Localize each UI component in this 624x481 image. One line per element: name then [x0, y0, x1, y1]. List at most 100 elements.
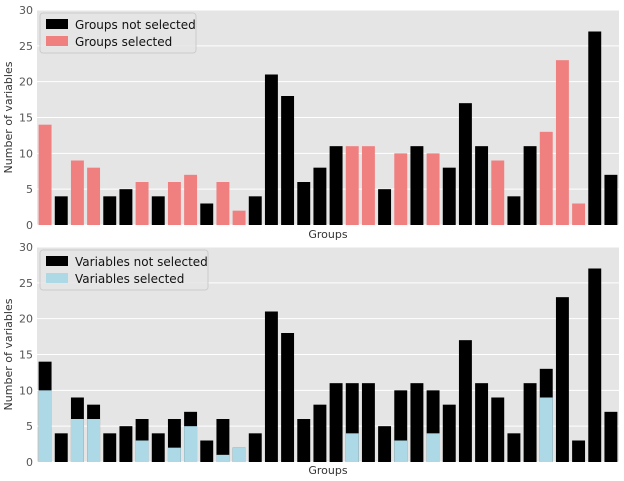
- bar-not-selected: [572, 440, 586, 462]
- y-axis-label: Number of variables: [2, 298, 15, 410]
- bar-group-not-selected: [507, 196, 521, 225]
- bar-not-selected: [458, 340, 472, 462]
- bar-group-selected: [167, 182, 181, 225]
- y-tick-label: 25: [19, 277, 33, 290]
- bar-group-selected: [572, 203, 586, 225]
- bar-not-selected: [297, 419, 311, 462]
- bar-selected: [539, 397, 553, 462]
- bar-not-selected: [264, 311, 278, 462]
- bar-group-not-selected: [264, 74, 278, 225]
- bar-group-selected: [361, 146, 375, 225]
- bar-group-selected: [87, 167, 101, 225]
- bar-not-selected: [103, 433, 117, 462]
- y-tick-label: 15: [19, 112, 33, 125]
- legend-box: [39, 249, 209, 291]
- bar-group-selected: [345, 146, 359, 225]
- bar-group-not-selected: [248, 196, 262, 225]
- y-tick-label: 5: [26, 183, 33, 196]
- bar-group-selected: [184, 174, 198, 225]
- bar-group-selected: [394, 153, 408, 225]
- bar-group-not-selected: [151, 196, 165, 225]
- y-tick-label: 30: [19, 241, 33, 254]
- bar-not-selected: [361, 383, 375, 462]
- legend-box: [39, 12, 197, 54]
- bar-not-selected: [216, 419, 230, 462]
- bar-not-selected: [151, 433, 165, 462]
- bar-group-selected: [38, 124, 52, 225]
- bar-not-selected: [442, 404, 456, 462]
- bar-group-selected: [216, 182, 230, 225]
- y-tick-label: 25: [19, 40, 33, 53]
- bar-group-selected: [491, 160, 505, 225]
- legend-label: Variables not selected: [75, 255, 208, 269]
- bar-group-not-selected: [297, 182, 311, 225]
- bar-group-not-selected: [103, 196, 117, 225]
- bar-selected: [426, 433, 440, 462]
- bar-not-selected: [523, 383, 537, 462]
- bar-not-selected: [313, 404, 327, 462]
- bar-not-selected: [555, 297, 569, 462]
- bar-selected: [70, 419, 84, 462]
- x-axis-label: Groups: [308, 464, 347, 477]
- variables-chart: 0 5 10 15 20 25 30 Groups Number of variables Var…: [2, 241, 619, 477]
- bar-selected: [345, 433, 359, 462]
- bar-selected: [232, 447, 246, 462]
- y-tick-label: 15: [19, 349, 33, 362]
- bar-group-selected: [555, 60, 569, 225]
- bar-not-selected: [410, 383, 424, 462]
- bar-selected: [394, 440, 408, 462]
- bar-group-selected: [426, 153, 440, 225]
- bar-not-selected: [475, 383, 489, 462]
- bar-group-not-selected: [281, 96, 295, 225]
- bar-group-not-selected: [54, 196, 68, 225]
- y-tick-label: 20: [19, 76, 33, 89]
- bar-not-selected: [491, 397, 505, 462]
- bar-not-selected: [378, 426, 392, 462]
- bar-group-not-selected: [313, 167, 327, 225]
- y-tick-label: 10: [19, 384, 33, 397]
- y-axis-label: Number of variables: [2, 61, 15, 173]
- y-tick-label: 5: [26, 420, 33, 433]
- groups-chart: 0 5 10 15 20 25 30 Groups Number of variables Gro…: [2, 4, 619, 241]
- y-tick-label: 10: [19, 147, 33, 160]
- legend-swatch: [46, 19, 68, 29]
- legend: Groups not selected Groups selected: [39, 12, 197, 54]
- bar-not-selected: [329, 383, 343, 462]
- legend-label: Variables selected: [75, 272, 184, 286]
- bar-group-not-selected: [410, 146, 424, 225]
- x-axis-label: Groups: [308, 228, 347, 241]
- bar-selected: [38, 390, 52, 462]
- bar-not-selected: [281, 333, 295, 462]
- bar-group-selected: [135, 182, 149, 225]
- bar-group-not-selected: [378, 189, 392, 225]
- legend-swatch: [46, 36, 68, 46]
- bar-group-not-selected: [604, 174, 618, 225]
- legend-label: Groups not selected: [75, 18, 196, 32]
- legend-label: Groups selected: [75, 35, 172, 49]
- bar-selected: [135, 440, 149, 462]
- y-tick-label: 20: [19, 313, 33, 326]
- bar-group-not-selected: [588, 31, 602, 225]
- y-tick-label: 0: [26, 456, 33, 469]
- bar-group-selected: [70, 160, 84, 225]
- bar-not-selected: [588, 268, 602, 462]
- legend-swatch: [46, 256, 68, 266]
- bar-not-selected: [119, 426, 133, 462]
- bar-selected: [216, 454, 230, 462]
- bar-group-not-selected: [329, 146, 343, 225]
- bar-selected: [184, 426, 198, 462]
- bar-not-selected: [54, 433, 68, 462]
- legend-swatch: [46, 273, 68, 283]
- bar-not-selected: [604, 411, 618, 462]
- bar-group-not-selected: [475, 146, 489, 225]
- bar-group-not-selected: [442, 167, 456, 225]
- bar-selected: [87, 419, 101, 462]
- bar-not-selected: [248, 433, 262, 462]
- y-tick-label: 30: [19, 4, 33, 17]
- y-tick-label: 0: [26, 219, 33, 232]
- bar-group-selected: [232, 210, 246, 225]
- bar-not-selected: [507, 433, 521, 462]
- bar-group-not-selected: [458, 103, 472, 225]
- bar-group-selected: [539, 131, 553, 225]
